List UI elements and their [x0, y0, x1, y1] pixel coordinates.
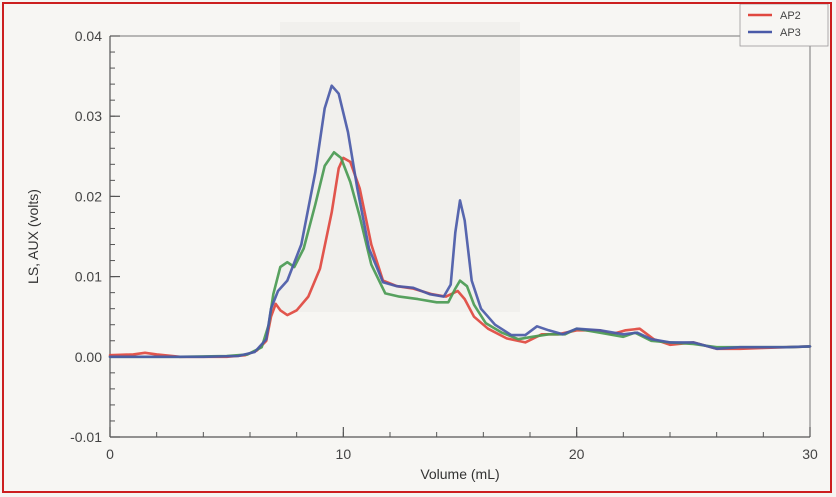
- y-axis-title: LS, AUX (volts): [25, 189, 41, 284]
- y-tick-label: -0.01: [70, 429, 102, 445]
- legend-box: [739, 4, 829, 47]
- series-line-ap3: [108, 84, 812, 359]
- legend-label: AP3: [780, 27, 801, 39]
- x-tick-label: 20: [569, 446, 585, 462]
- x-tick-label: 30: [802, 446, 818, 462]
- y-tick-label: 0.01: [75, 269, 102, 285]
- y-tick-label: 0.04: [75, 28, 102, 44]
- axes: 0 10 20 30 -0.01 0.00 0.01 0.02 0.03 0.04: [70, 28, 818, 462]
- x-tick-label: 10: [336, 446, 352, 462]
- y-tick-label: 0.03: [75, 108, 102, 124]
- line-chart: 0 10 20 30-0.010.000.010.020.030.04 AP2AP3 …: [25, 4, 829, 482]
- x-axis-title: Volume (mL): [420, 466, 499, 482]
- y-tick-label: 0.00: [75, 349, 102, 365]
- y-tick-label: 0.02: [75, 188, 102, 204]
- legend-label: AP2: [780, 10, 801, 22]
- x-tick-label: 0: [106, 446, 114, 462]
- series-layer: [108, 84, 812, 359]
